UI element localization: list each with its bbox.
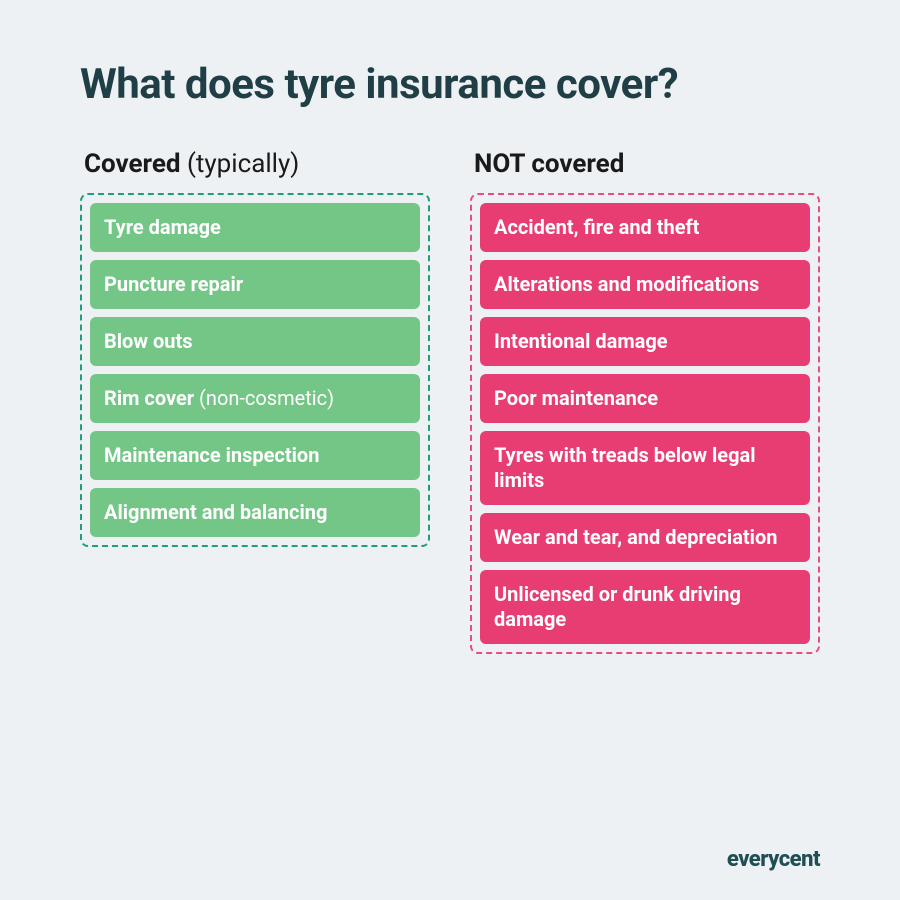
covered-header: Covered (typically)	[84, 149, 430, 179]
item-main: Blow outs	[104, 329, 193, 353]
covered-header-main: Covered	[84, 149, 181, 179]
not-covered-item: Wear and tear, and depreciation	[480, 513, 810, 562]
covered-item: Alignment and balancing	[90, 488, 420, 537]
item-main: Rim cover	[104, 386, 194, 410]
not-covered-header-main: NOT covered	[474, 149, 624, 179]
covered-column: Covered (typically) Tyre damage Puncture…	[80, 149, 430, 547]
columns-wrapper: Covered (typically) Tyre damage Puncture…	[80, 149, 820, 654]
not-covered-item: Alterations and modifications	[480, 260, 810, 309]
item-sub: (non-cosmetic)	[194, 386, 334, 410]
not-covered-item: Tyres with treads below legal limits	[480, 431, 810, 505]
covered-item: Blow outs	[90, 317, 420, 366]
covered-header-sub: (typically)	[181, 149, 300, 179]
covered-item: Puncture repair	[90, 260, 420, 309]
page-title: What does tyre insurance cover?	[80, 60, 820, 109]
item-main: Unlicensed or drunk driving damage	[494, 582, 741, 631]
item-main: Wear and tear, and depreciation	[494, 525, 777, 549]
not-covered-column: NOT covered Accident, fire and theft Alt…	[470, 149, 820, 654]
item-main: Alterations and modifications	[494, 272, 759, 296]
item-main: Tyres with treads below legal limits	[494, 443, 756, 492]
covered-item: Maintenance inspection	[90, 431, 420, 480]
not-covered-box: Accident, fire and theft Alterations and…	[470, 193, 820, 654]
item-main: Maintenance inspection	[104, 443, 319, 467]
item-main: Intentional damage	[494, 329, 668, 353]
not-covered-item: Unlicensed or drunk driving damage	[480, 570, 810, 644]
item-main: Alignment and balancing	[104, 500, 327, 524]
item-main: Puncture repair	[104, 272, 243, 296]
item-main: Poor maintenance	[494, 386, 658, 410]
covered-box: Tyre damage Puncture repair Blow outs Ri…	[80, 193, 430, 547]
covered-item: Tyre damage	[90, 203, 420, 252]
item-main: Tyre damage	[104, 215, 221, 239]
not-covered-item: Accident, fire and theft	[480, 203, 810, 252]
not-covered-item: Intentional damage	[480, 317, 810, 366]
covered-item: Rim cover (non-cosmetic)	[90, 374, 420, 423]
brand-logo: everycent	[727, 847, 820, 872]
item-main: Accident, fire and theft	[494, 215, 699, 239]
not-covered-item: Poor maintenance	[480, 374, 810, 423]
not-covered-header: NOT covered	[474, 149, 820, 179]
